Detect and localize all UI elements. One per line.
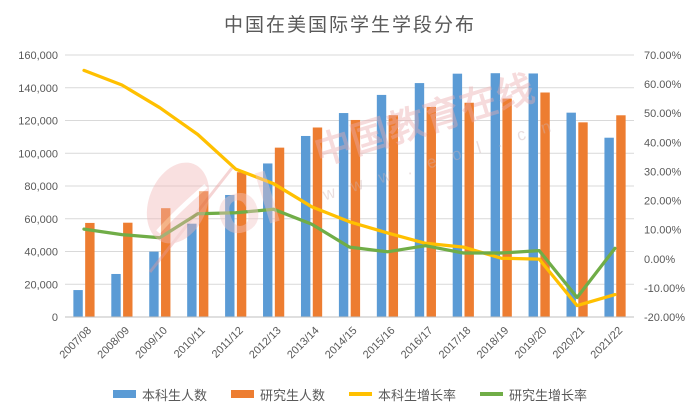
y-axis-right-tick-label: 0.00% <box>644 254 675 266</box>
x-axis-tick-label: 2007/08 <box>57 325 94 362</box>
y-axis-left-tick-label: 120,000 <box>18 116 58 128</box>
bar-grad-2021/22 <box>616 115 626 317</box>
bar-undergrad-2011/12 <box>225 194 235 317</box>
bar-undergrad-2014/15 <box>338 113 349 317</box>
y-axis-left-tick-label: 40,000 <box>24 247 58 259</box>
bar-undergrad-2008/09 <box>111 273 121 317</box>
y-axis-left-tick-label: 60,000 <box>24 214 58 226</box>
bar-undergrad-2015/16 <box>376 94 387 318</box>
legend-label: 本科生人数 <box>141 387 207 403</box>
bar-grad-2010/11 <box>198 191 209 317</box>
y-axis-left-tick-label: 160,000 <box>18 50 58 62</box>
y-axis-left-tick-label: 80,000 <box>24 181 58 193</box>
bar-grad-2007/08 <box>85 222 95 317</box>
bar-grad-2020/21 <box>578 122 588 317</box>
legend-label: 研究生增长率 <box>509 387 588 403</box>
y-axis-right-tick-label: 60.00% <box>644 79 682 91</box>
undergrad-line-swatch-icon <box>349 392 372 396</box>
bar-grad-2018/19 <box>502 98 512 317</box>
x-axis-tick-label: 2011/12 <box>210 325 246 361</box>
x-axis-tick-label: 2015/16 <box>361 325 398 362</box>
legend-label: 研究生人数 <box>259 387 325 403</box>
bar-undergrad-2017/18 <box>452 73 463 317</box>
grad-bar-swatch-icon <box>230 390 254 398</box>
y-axis-right-tick-label: -10.00% <box>644 283 685 295</box>
line-研究生增长率 <box>82 207 617 300</box>
x-axis-tick-label: 2010/11 <box>172 325 208 361</box>
bar-undergrad-2019/20 <box>528 73 538 317</box>
y-axis-right-tick-label: 50.00% <box>644 108 682 120</box>
grad-line-swatch-icon <box>480 392 504 396</box>
bar-grad-2014/15 <box>350 119 361 318</box>
bar-grad-2011/12 <box>236 172 247 317</box>
x-axis-tick-label: 2014/15 <box>323 325 360 362</box>
y-axis-left-tick-label: 20,000 <box>24 279 58 291</box>
bar-grad-2013/14 <box>312 127 323 317</box>
bar-undergrad-2016/17 <box>414 83 425 318</box>
bar-undergrad-2007/08 <box>73 290 83 317</box>
bar-grad-2016/17 <box>426 106 436 317</box>
legend-item-grad-growth: 研究生增长率 <box>480 385 587 404</box>
x-axis-tick-label: 2012/13 <box>247 325 284 362</box>
y-axis-right-tick-label: -20.00% <box>644 312 685 324</box>
bar-grad-2017/18 <box>464 102 474 317</box>
legend-item-undergrad-count: 本科生人数 <box>112 385 207 404</box>
x-axis-tick-label: 2017/18 <box>437 325 474 362</box>
bar-undergrad-2021/22 <box>604 137 614 317</box>
legend-item-grad-count: 研究生人数 <box>230 385 325 404</box>
undergrad-bar-swatch-icon <box>112 390 136 398</box>
legend-item-undergrad-growth: 本科生增长率 <box>349 385 456 404</box>
x-axis-tick-label: 2020/21 <box>551 325 588 362</box>
y-axis-right-tick-label: 20.00% <box>644 196 682 208</box>
bar-undergrad-2009/10 <box>149 251 159 317</box>
bar-grad-2019/20 <box>540 92 550 317</box>
x-axis-tick-label: 2008/09 <box>95 325 132 362</box>
chart-title: 中国在美国际学生学段分布 <box>223 15 476 36</box>
bar-grad-2012/13 <box>274 147 285 317</box>
bar-undergrad-2020/21 <box>566 112 576 317</box>
x-axis-tick-label: 2016/17 <box>399 325 436 362</box>
bar-undergrad-2010/11 <box>187 223 197 317</box>
legend-label: 本科生增长率 <box>378 387 457 403</box>
y-axis-right-tick-label: 70.00% <box>644 50 682 62</box>
y-axis-left-tick-label: 0 <box>52 312 58 324</box>
y-axis-left-tick-label: 140,000 <box>18 83 58 95</box>
bar-grad-2009/10 <box>161 208 171 317</box>
bar-grad-2008/09 <box>123 222 133 317</box>
x-axis-tick-label: 2019/20 <box>513 325 550 362</box>
x-axis-tick-label: 2013/14 <box>285 325 322 362</box>
bar-undergrad-2018/19 <box>490 73 501 317</box>
y-axis-right-tick-label: 30.00% <box>644 166 682 178</box>
y-axis-right-tick-label: 40.00% <box>644 137 682 149</box>
x-axis-tick-label: 2021/22 <box>589 325 626 362</box>
bar-undergrad-2012/13 <box>263 163 273 317</box>
line-本科生增长率 <box>82 68 617 308</box>
x-axis-tick-label: 2018/19 <box>475 325 512 362</box>
x-axis-tick-label: 2009/10 <box>133 325 170 362</box>
bar-undergrad-2013/14 <box>300 135 311 317</box>
bar-grad-2015/16 <box>388 115 399 317</box>
y-axis-right-tick-label: 10.00% <box>644 225 682 237</box>
chart-legend: 本科生人数 研究生人数 本科生增长率 研究生增长率 <box>0 381 700 407</box>
y-axis-left-tick-label: 100,000 <box>18 148 58 160</box>
